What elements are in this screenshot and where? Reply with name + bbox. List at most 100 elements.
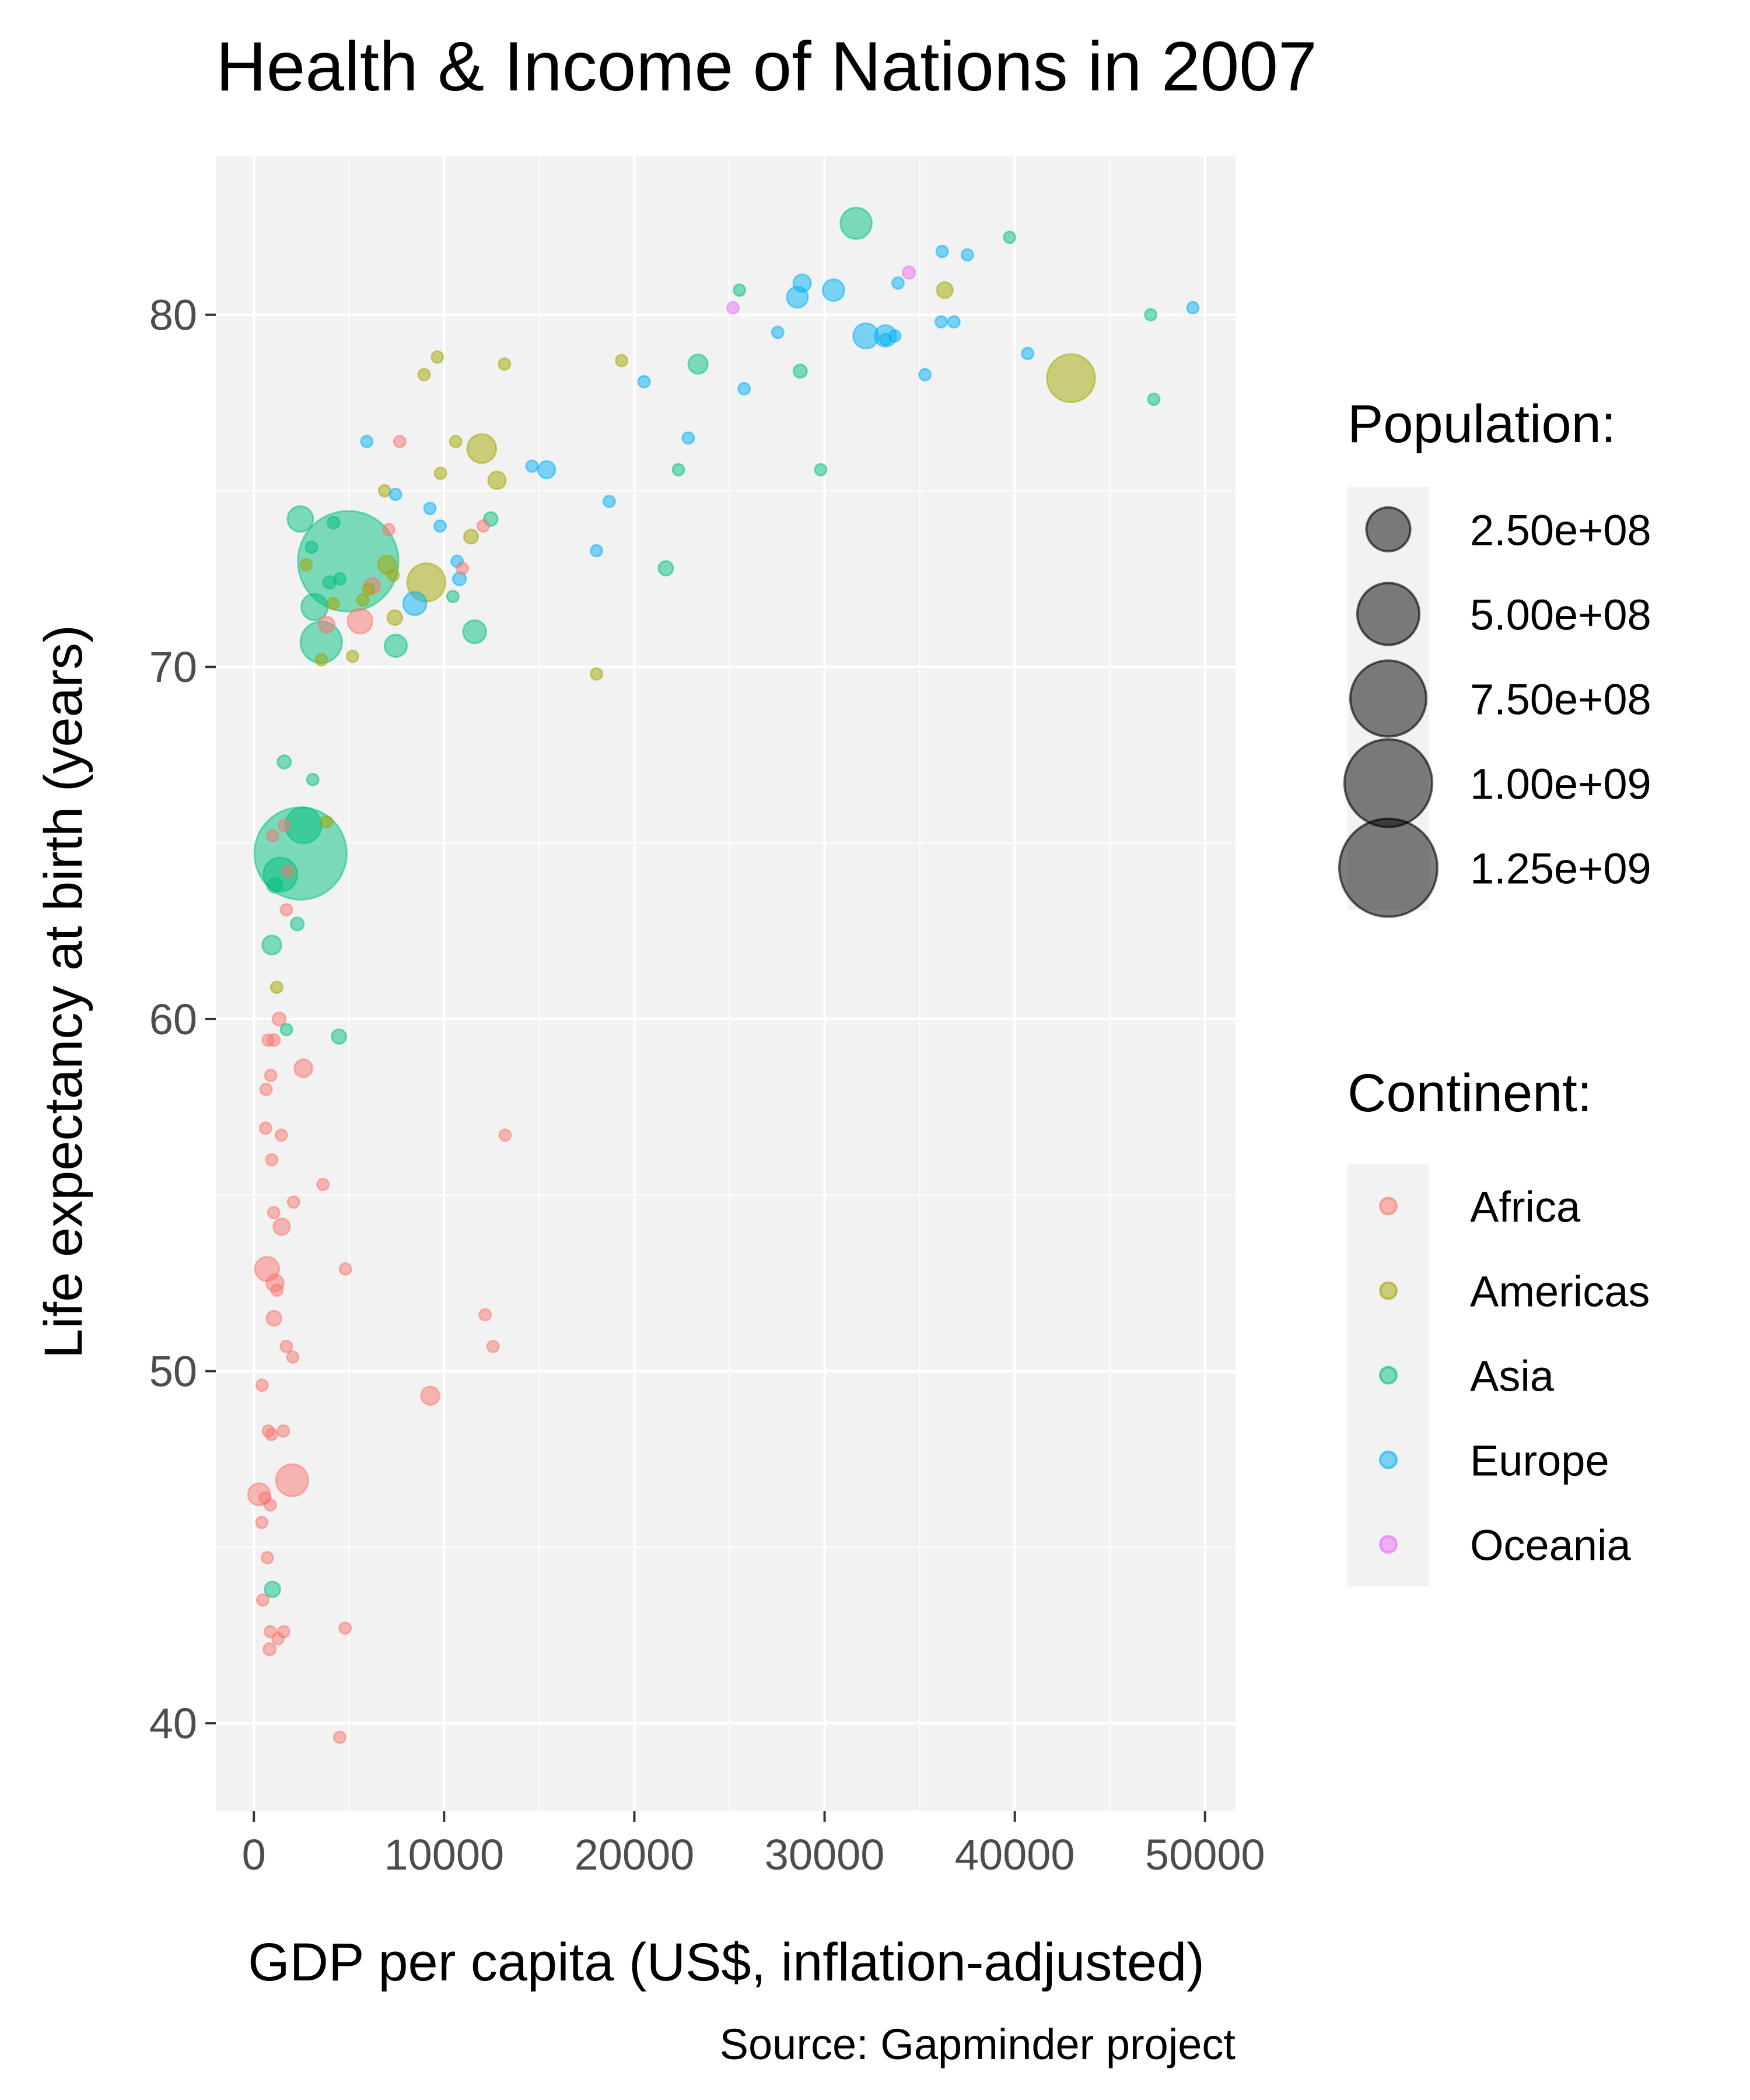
data-points: [247, 206, 1200, 1744]
size-legend: Population: 2.50e+08 5.00e+08 7.50e+08 1.00…: [1338, 394, 1651, 918]
data-point-oceania: [901, 265, 916, 280]
data-point-asia: [1144, 308, 1158, 322]
data-point-americas: [326, 597, 340, 611]
data-point-africa: [272, 1217, 291, 1236]
color-legend-key-africa: [1379, 1196, 1398, 1216]
data-point-asia: [306, 772, 320, 786]
data-point-europe: [433, 519, 447, 533]
y-tick-label: 50: [149, 1347, 197, 1395]
data-point-africa: [255, 1378, 269, 1392]
data-point-americas: [466, 433, 498, 464]
data-point-americas: [433, 466, 447, 480]
data-point-europe: [891, 276, 905, 290]
data-point-africa: [255, 1516, 269, 1530]
size-legend-title: Population:: [1348, 394, 1616, 454]
data-point-africa: [264, 1427, 278, 1441]
data-point-asia: [304, 540, 318, 554]
y-axis-title: Life expectancy at birth (years): [34, 625, 93, 1359]
size-legend-key: [1343, 738, 1434, 828]
x-axis: 0 10000 20000 30000 40000 50000: [242, 1811, 1265, 1879]
data-point-africa: [258, 1491, 272, 1505]
data-point-asia: [733, 283, 747, 297]
data-point-africa: [275, 1463, 310, 1497]
size-legend-label: 1.00e+09: [1470, 760, 1651, 808]
y-tick-label: 40: [149, 1699, 197, 1748]
x-axis-title: GDP per capita (US$, inflation-adjusted): [248, 1933, 1205, 1992]
data-point-europe: [960, 248, 974, 262]
data-point-africa: [338, 1621, 352, 1635]
y-tick-label: 70: [149, 643, 197, 691]
color-legend-key-americas: [1379, 1281, 1398, 1300]
data-point-africa: [281, 864, 295, 878]
data-point-africa: [498, 1128, 512, 1142]
color-legend-key-asia: [1379, 1366, 1398, 1385]
data-point-europe: [423, 502, 437, 516]
data-point-americas: [1046, 353, 1096, 404]
data-point-asia: [326, 515, 341, 530]
data-point-americas: [362, 582, 376, 596]
size-legend-key: [1365, 506, 1412, 553]
data-point-africa: [279, 1339, 293, 1353]
color-legend-title: Continent:: [1348, 1063, 1592, 1123]
data-point-europe: [771, 326, 785, 340]
data-point-africa: [420, 1385, 440, 1406]
data-point-asia: [792, 363, 808, 379]
data-point-asia: [266, 877, 284, 894]
color-legend-key-europe: [1379, 1450, 1398, 1469]
data-point-africa: [265, 1310, 283, 1327]
data-point-africa: [478, 1308, 492, 1322]
data-point-americas: [487, 470, 507, 490]
data-point-americas: [936, 281, 954, 299]
data-point-americas: [314, 653, 328, 667]
data-point-asia: [261, 935, 282, 956]
data-point-americas: [377, 484, 391, 498]
data-point-africa: [486, 1339, 500, 1353]
y-axis: 40 50 60 70 80: [149, 291, 216, 1748]
data-point-africa: [382, 523, 396, 537]
data-point-asia: [331, 1028, 347, 1045]
color-legend-label: Africa: [1470, 1183, 1581, 1231]
data-point-africa: [262, 1642, 277, 1657]
data-point-europe: [1021, 346, 1035, 360]
color-legend-label: Oceania: [1470, 1521, 1631, 1570]
data-point-americas: [345, 649, 359, 663]
data-point-americas: [590, 667, 604, 681]
data-point-asia: [286, 505, 314, 533]
data-point-asia: [383, 634, 408, 658]
data-point-europe: [602, 495, 616, 509]
data-point-europe: [878, 332, 892, 346]
data-point-africa: [279, 903, 293, 917]
size-legend-label: 5.00e+08: [1470, 591, 1651, 639]
data-point-africa: [263, 1625, 277, 1639]
data-point-europe: [1186, 301, 1200, 315]
data-point-europe: [792, 273, 812, 293]
x-tick-label: 20000: [575, 1831, 695, 1879]
data-point-africa: [286, 1350, 300, 1364]
color-legend-items: Africa Americas Asia Europe Oceania: [1379, 1183, 1650, 1570]
x-tick-label: 0: [242, 1831, 266, 1879]
x-tick-label: 50000: [1145, 1831, 1265, 1879]
data-point-asia: [1147, 392, 1161, 406]
color-legend-key-oceania: [1379, 1535, 1398, 1554]
data-point-asia: [462, 619, 488, 645]
data-point-asia: [814, 463, 828, 477]
data-point-asia: [289, 916, 305, 932]
data-point-europe: [537, 460, 556, 480]
data-point-africa: [316, 1178, 330, 1192]
plot-panel: [216, 156, 1236, 1811]
data-point-africa: [265, 829, 279, 843]
grid-major-lines: [216, 156, 1236, 1811]
data-point-africa: [271, 1011, 287, 1027]
chart-caption: Source: Gapminder project: [720, 2020, 1236, 2068]
data-point-americas: [356, 593, 370, 607]
data-point-americas: [270, 981, 284, 995]
data-point-africa: [317, 615, 336, 634]
data-point-asia: [657, 560, 674, 577]
data-point-americas: [386, 568, 400, 582]
data-point-africa: [456, 561, 470, 575]
data-point-africa: [260, 1550, 274, 1564]
y-tick-label: 60: [149, 995, 197, 1044]
data-point-africa: [277, 818, 291, 832]
data-point-asia: [276, 754, 292, 770]
